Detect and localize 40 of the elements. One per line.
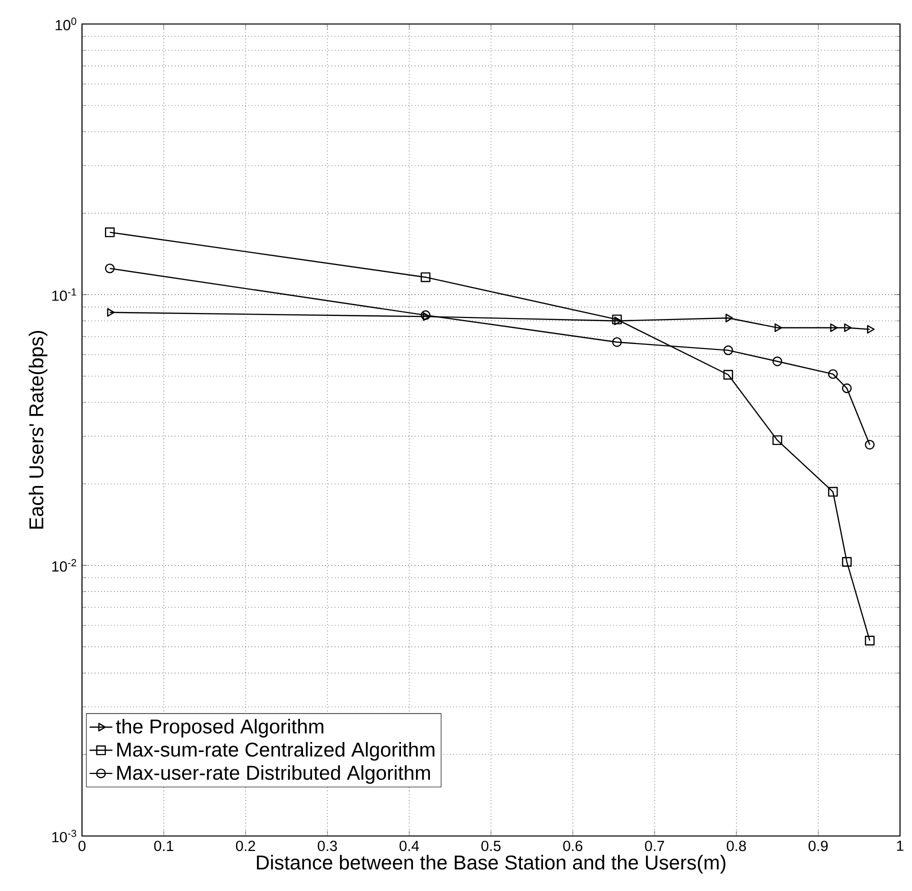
x-tick-label: 0.3: [318, 840, 337, 852]
legend-label: Max-sum-rate Centralized Algorithm: [117, 742, 434, 761]
point: [774, 323, 782, 332]
y-tick-label: 10$^{-2}$: [52, 559, 76, 572]
point: [725, 314, 734, 322]
x-tick-label: 0.4: [400, 840, 419, 852]
point: [844, 323, 852, 332]
point: [420, 272, 430, 282]
x-axis-title: Distance between the Base Station and the Users(m): [256, 854, 726, 874]
x-tick-label: 1: [897, 840, 904, 851]
legend-label: Max-user-rate Distributed Algorithm: [117, 765, 430, 784]
y-axis-title: Each Users' Rate(bps): [28, 331, 48, 529]
point: [772, 435, 782, 446]
point: [104, 264, 115, 274]
y-tick-label: 10$^{-3}$: [52, 830, 76, 842]
x-tick-label: 0.5: [481, 840, 501, 852]
point: [612, 337, 622, 347]
x-tick-label: 0.9: [808, 840, 828, 852]
x-tick-label: 0.8: [726, 840, 746, 852]
point: [104, 227, 115, 238]
legend-label: the Proposed Algorithm: [116, 718, 324, 738]
point: [864, 440, 875, 450]
point: [828, 486, 838, 497]
x-tick-label: 0.7: [644, 840, 664, 852]
y-tick-label: 10$^{0}$: [56, 18, 76, 30]
point: [830, 323, 838, 332]
point: [867, 324, 875, 334]
point: [864, 636, 875, 646]
point: [107, 308, 115, 317]
point: [842, 383, 852, 394]
point: [772, 356, 782, 366]
x-tick-label: 0.1: [154, 840, 174, 852]
x-tick-label: 0.6: [563, 840, 582, 852]
point: [723, 345, 734, 356]
y-tick-label: 10$^{-1}$: [52, 288, 76, 301]
point: [828, 369, 838, 379]
x-tick-label: 0: [78, 840, 86, 852]
point: [723, 370, 734, 380]
x-tick-label: 0.2: [236, 840, 256, 852]
point: [842, 557, 852, 567]
